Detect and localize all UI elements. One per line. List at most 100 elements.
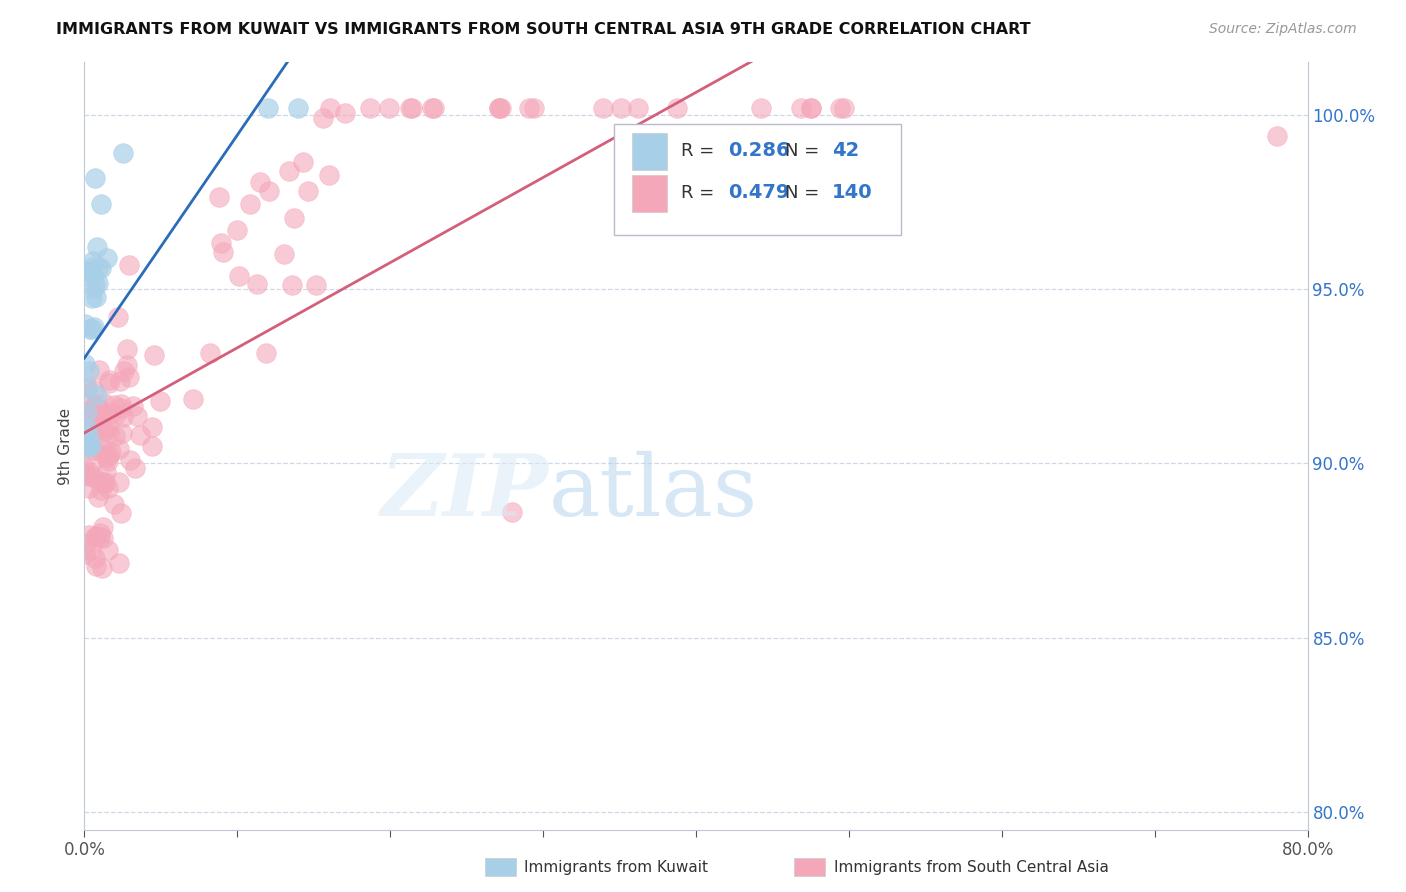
Point	[108, 475, 131, 489]
Point	[76, 264, 98, 278]
Point	[592, 101, 614, 115]
Point	[228, 268, 250, 283]
Point	[305, 277, 328, 292]
Point	[312, 112, 335, 126]
Point	[89, 401, 111, 416]
Point	[77, 432, 100, 446]
Point	[73, 439, 96, 453]
Point	[100, 406, 122, 420]
Point	[789, 101, 811, 115]
Point	[84, 558, 107, 573]
Point	[103, 497, 125, 511]
Point	[83, 428, 105, 442]
Point	[73, 467, 96, 481]
Point	[273, 247, 295, 261]
Point	[278, 164, 301, 178]
Point	[115, 359, 138, 373]
Point	[89, 405, 111, 419]
Text: IMMIGRANTS FROM KUWAIT VS IMMIGRANTS FROM SOUTH CENTRAL ASIA 9TH GRADE CORRELATI: IMMIGRANTS FROM KUWAIT VS IMMIGRANTS FRO…	[56, 22, 1031, 37]
Point	[75, 547, 97, 561]
Point	[83, 443, 105, 458]
Point	[502, 505, 524, 519]
Point	[832, 101, 855, 115]
Point	[118, 369, 141, 384]
Point	[86, 261, 108, 276]
Point	[97, 481, 120, 495]
Point	[75, 439, 97, 453]
Point	[83, 319, 105, 334]
Point	[100, 445, 122, 459]
Point	[609, 101, 631, 115]
FancyBboxPatch shape	[633, 133, 666, 169]
Point	[76, 405, 98, 419]
Point	[257, 101, 280, 115]
Point	[84, 170, 107, 185]
Point	[73, 409, 96, 424]
Point	[108, 556, 131, 570]
Point	[90, 197, 112, 211]
Text: 42: 42	[832, 141, 859, 161]
Point	[89, 530, 111, 544]
Point	[239, 196, 262, 211]
Point	[800, 101, 823, 115]
Point	[77, 528, 100, 542]
Point	[1265, 128, 1288, 143]
Point	[517, 101, 540, 115]
Point	[122, 399, 145, 413]
Point	[98, 426, 121, 441]
Point	[76, 381, 98, 395]
Point	[84, 414, 107, 428]
Point	[283, 211, 305, 226]
Point	[94, 465, 117, 479]
Point	[90, 421, 112, 435]
Point	[87, 412, 110, 426]
Point	[335, 106, 357, 120]
Point	[76, 410, 98, 425]
Point	[83, 281, 105, 295]
Point	[73, 431, 96, 445]
Point	[666, 101, 689, 115]
Point	[79, 394, 101, 409]
Point	[103, 398, 125, 412]
Point	[318, 168, 340, 182]
Point	[89, 410, 111, 425]
Point	[83, 384, 105, 398]
Point	[257, 184, 280, 198]
Point	[98, 373, 121, 387]
Point	[97, 543, 120, 558]
Point	[401, 101, 423, 115]
Point	[84, 551, 107, 566]
Point	[84, 290, 107, 304]
Point	[399, 101, 422, 115]
Point	[828, 101, 851, 115]
Point	[93, 476, 115, 491]
Point	[111, 426, 134, 441]
Point	[291, 155, 314, 169]
FancyBboxPatch shape	[614, 124, 901, 235]
Point	[91, 520, 114, 534]
Point	[108, 442, 131, 456]
Point	[76, 422, 98, 436]
Point	[96, 451, 118, 466]
Text: Immigrants from South Central Asia: Immigrants from South Central Asia	[834, 860, 1109, 874]
Point	[104, 407, 127, 421]
Point	[112, 410, 135, 425]
Point	[90, 483, 112, 497]
Point	[75, 439, 97, 453]
Point	[319, 101, 342, 115]
Point	[80, 260, 103, 274]
Point	[110, 506, 132, 520]
Point	[120, 453, 142, 467]
Point	[148, 394, 170, 409]
Point	[77, 481, 100, 495]
Text: atlas: atlas	[550, 450, 758, 533]
Text: 0.479: 0.479	[728, 184, 789, 202]
Point	[76, 405, 98, 419]
Point	[84, 529, 107, 543]
Text: 0.286: 0.286	[728, 141, 789, 161]
Point	[97, 420, 120, 434]
Point	[110, 397, 132, 411]
Point	[93, 531, 115, 545]
Point	[86, 240, 108, 254]
Point	[79, 265, 101, 279]
